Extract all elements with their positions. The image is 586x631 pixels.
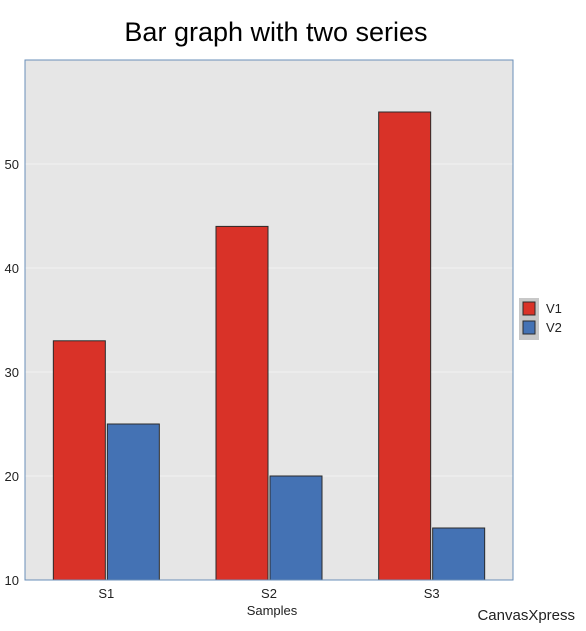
bar-v2-s2 — [269, 475, 323, 581]
branding-label: CanvasXpress — [477, 607, 575, 624]
legend-label-v1: V1 — [546, 301, 562, 316]
bar-v2-s3 — [432, 527, 486, 581]
y-tick-label: 20 — [5, 469, 19, 484]
bar-v1-s1 — [52, 340, 106, 581]
x-tick-label: S2 — [261, 586, 277, 601]
legend-swatch-v2 — [522, 320, 536, 335]
plot-area — [25, 60, 513, 580]
y-tick-label: 50 — [5, 157, 19, 172]
legend-label-v2: V2 — [546, 320, 562, 335]
x-tick-label: S1 — [98, 586, 114, 601]
legend-swatch-v1 — [522, 301, 536, 316]
grid-lines — [25, 163, 513, 477]
plot-border — [24, 59, 514, 581]
x-axis-label: Samples — [247, 603, 298, 618]
x-axis: S1 S2 S3 — [98, 586, 439, 601]
chart-title: Bar graph with two series — [124, 17, 427, 47]
bars — [52, 111, 486, 581]
x-tick-label: S3 — [424, 586, 440, 601]
y-tick-label: 10 — [5, 573, 19, 588]
y-tick-label: 40 — [5, 261, 19, 276]
y-axis: 10 20 30 40 50 — [5, 157, 19, 588]
bar-v1-s3 — [378, 111, 432, 581]
y-tick-label: 30 — [5, 365, 19, 380]
bar-v2-s1 — [106, 423, 160, 581]
bar-v1-s2 — [215, 225, 269, 581]
